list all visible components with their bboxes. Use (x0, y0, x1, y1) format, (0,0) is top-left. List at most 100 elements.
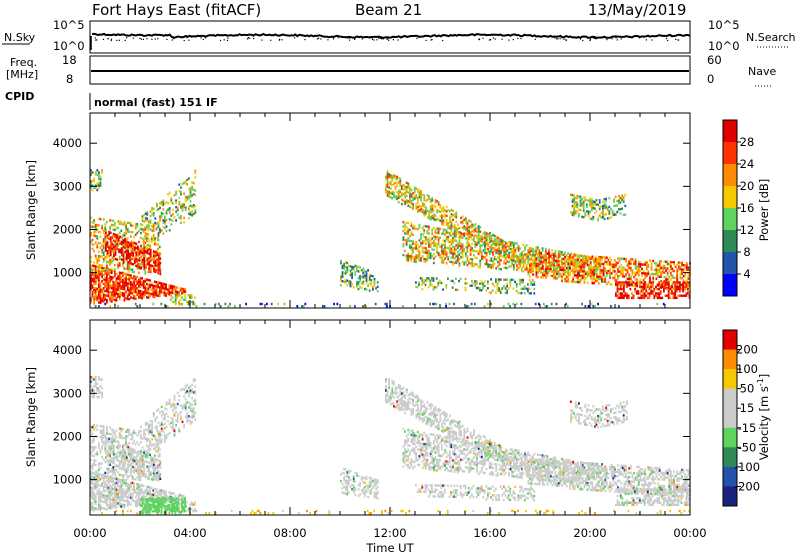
echo-cell (408, 257, 411, 260)
echo-cell (109, 282, 111, 285)
echo-cell (397, 190, 400, 193)
echo-cell (123, 492, 126, 496)
echo-cell (96, 188, 99, 192)
echo-cell (660, 260, 663, 263)
echo-cell (617, 261, 619, 264)
echo-cell (122, 241, 125, 244)
echo-cell (583, 268, 586, 271)
echo-cell (498, 289, 500, 292)
echo-cell (144, 247, 147, 250)
echo-cell (96, 274, 99, 277)
echo-cell (561, 264, 563, 267)
echo-cell (527, 259, 530, 263)
echo-cell (433, 217, 435, 221)
echo-cell (543, 274, 546, 277)
echo-cell (637, 290, 640, 293)
echo-cell (496, 282, 499, 286)
echo-cell (615, 265, 618, 269)
echo-cell (668, 276, 671, 279)
echo-cell (386, 178, 389, 182)
search-noise-point (382, 38, 384, 40)
echo-cell (118, 487, 121, 490)
echo-cell (628, 277, 631, 281)
echo-cell (474, 241, 477, 244)
echo-cell (109, 463, 111, 466)
echo-cell (107, 463, 110, 466)
echo-cell (463, 261, 466, 264)
echo-cell (133, 241, 136, 245)
echo-cell (147, 296, 150, 299)
echo-cell (464, 252, 467, 255)
echo-cell (601, 262, 603, 266)
echo-cell (146, 296, 148, 299)
echo-cell (101, 288, 103, 292)
echo-cell (576, 210, 579, 213)
echo-cell (112, 466, 115, 469)
echo-cell (685, 264, 688, 267)
echo-cell (493, 249, 496, 252)
echo-cell (648, 294, 651, 297)
search-noise-point (316, 38, 319, 40)
echo-cell (503, 278, 505, 281)
echo-cell (561, 275, 563, 278)
echo-cell (115, 493, 118, 496)
echo-cell (129, 255, 131, 258)
echo-cell (164, 222, 166, 225)
echo-cell (115, 290, 118, 293)
echo-cell (341, 273, 344, 276)
echo-cell (594, 203, 596, 206)
echo-cell (120, 271, 123, 275)
echo-cell (102, 442, 105, 446)
echo-cell (562, 253, 565, 256)
echo-cell (569, 267, 571, 270)
echo-cell (623, 296, 625, 300)
echo-cell (584, 196, 587, 199)
echo-cell (629, 266, 632, 270)
echo-cell (461, 245, 464, 248)
echo-cell (108, 255, 110, 258)
echo-cell (421, 250, 424, 254)
echo-cell (632, 296, 635, 300)
echo-cell (110, 494, 113, 497)
echo-cell (184, 199, 187, 203)
echo-cell (541, 271, 544, 275)
echo-cell (224, 302, 227, 306)
echo-cell (522, 256, 525, 259)
echo-cell (391, 175, 394, 178)
echo-cell (412, 207, 414, 210)
echo-cell (136, 502, 139, 506)
echo-cell (674, 285, 676, 289)
echo-cell (508, 254, 510, 257)
echo-cell (514, 248, 517, 252)
search-noise-point (140, 38, 142, 40)
echo-cell (487, 241, 490, 245)
echo-cell (130, 240, 133, 243)
echo-cell (159, 268, 162, 271)
echo-cell (479, 246, 482, 249)
echo-cell (404, 200, 406, 203)
echo-cell (115, 277, 118, 280)
echo-cell (538, 257, 541, 261)
echo-cell (429, 218, 432, 221)
echo-cell (120, 487, 123, 491)
echo-cell (428, 236, 430, 240)
echo-cell (149, 495, 151, 498)
echo-cell (578, 263, 581, 266)
echo-cell (418, 189, 421, 192)
echo-cell (191, 185, 193, 188)
echo-cell (592, 265, 595, 269)
echo-cell (466, 263, 469, 267)
echo-cell (154, 243, 156, 246)
echo-cell (368, 282, 371, 286)
echo-cell (636, 269, 639, 272)
echo-cell (104, 302, 107, 306)
echo-cell (496, 252, 499, 255)
search-noise-point (379, 37, 381, 39)
echo-cell (581, 265, 584, 269)
echo-cell (559, 259, 562, 263)
echo-cell (440, 245, 443, 249)
echo-cell (567, 252, 570, 255)
echo-cell (471, 247, 474, 250)
echo-cell (191, 212, 193, 215)
echo-cell (102, 458, 105, 461)
